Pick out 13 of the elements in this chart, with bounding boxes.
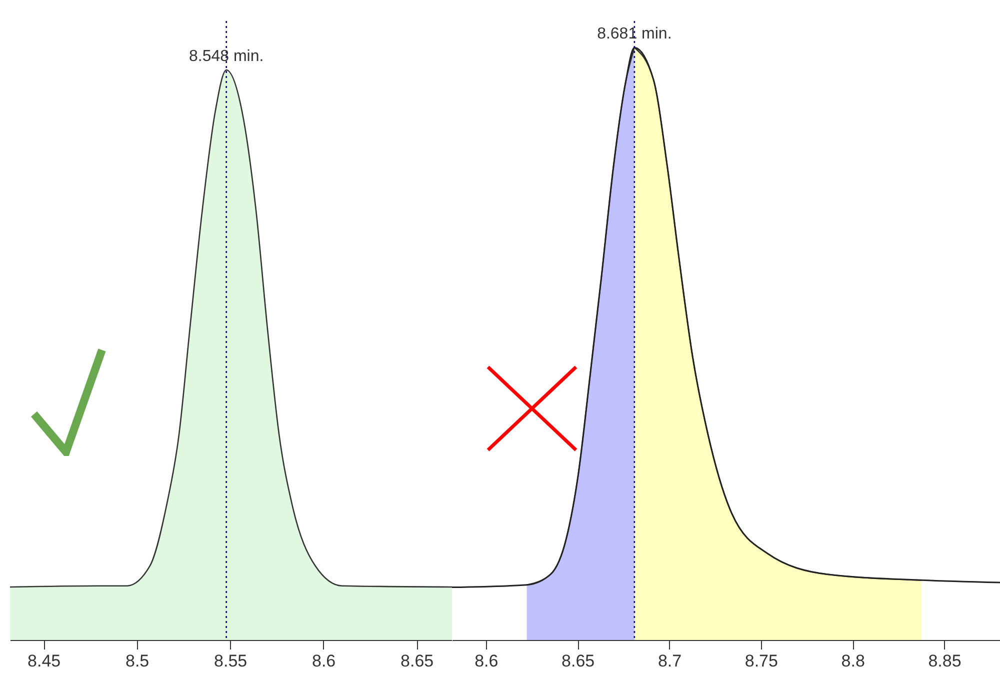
x-tick-label: 8.45 [28,652,61,670]
x-tick-label: 8.7 [658,652,682,670]
x-tick-label: 8.65 [400,652,434,670]
x-tick-label: 8.6 [474,652,498,670]
x-tick-label: 8.55 [214,652,248,670]
ref-line-label: 8.681 min. [597,26,672,43]
x-tick-label: 8.85 [928,652,962,670]
x-tick-label: 8.6 [312,652,336,670]
x-tick-label: 8.75 [744,652,778,670]
x-tick-label: 8.5 [126,652,150,670]
x-tick-label: 8.8 [841,652,865,670]
ref-line-label: 8.548 min. [188,48,264,66]
x-tick-label: 8.65 [562,652,595,670]
